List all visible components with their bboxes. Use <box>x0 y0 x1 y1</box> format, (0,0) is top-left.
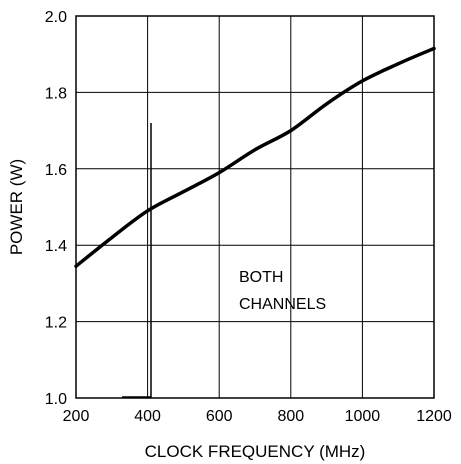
x-tick-label: 1000 <box>345 408 381 425</box>
plot-frame <box>75 15 435 399</box>
y-tick-label: 1.4 <box>45 238 67 255</box>
y-tick-label: 1.0 <box>45 391 67 408</box>
y-tick-label: 1.8 <box>45 85 67 102</box>
x-axis-label: CLOCK FREQUENCY (MHz) <box>145 442 366 461</box>
x-tick-labels: 200 400 600 800 1000 1200 <box>63 408 452 425</box>
x-tick-label: 1200 <box>416 408 452 425</box>
y-tick-label: 1.2 <box>45 315 67 332</box>
annotation-line-2: CHANNELS <box>239 296 326 313</box>
x-tick-label: 800 <box>277 408 304 425</box>
y-tick-label: 1.6 <box>45 162 67 179</box>
x-tick-label: 200 <box>63 408 90 425</box>
y-tick-label: 2.0 <box>45 9 67 26</box>
x-tick-label: 600 <box>206 408 233 425</box>
x-tick-label: 400 <box>134 408 161 425</box>
series-line <box>74 46 436 268</box>
annotation-line-1: BOTH <box>239 269 283 286</box>
y-axis-label: POWER (W) <box>7 159 26 255</box>
y-tick-labels: 1.0 1.2 1.4 1.6 1.8 2.0 <box>45 9 67 408</box>
